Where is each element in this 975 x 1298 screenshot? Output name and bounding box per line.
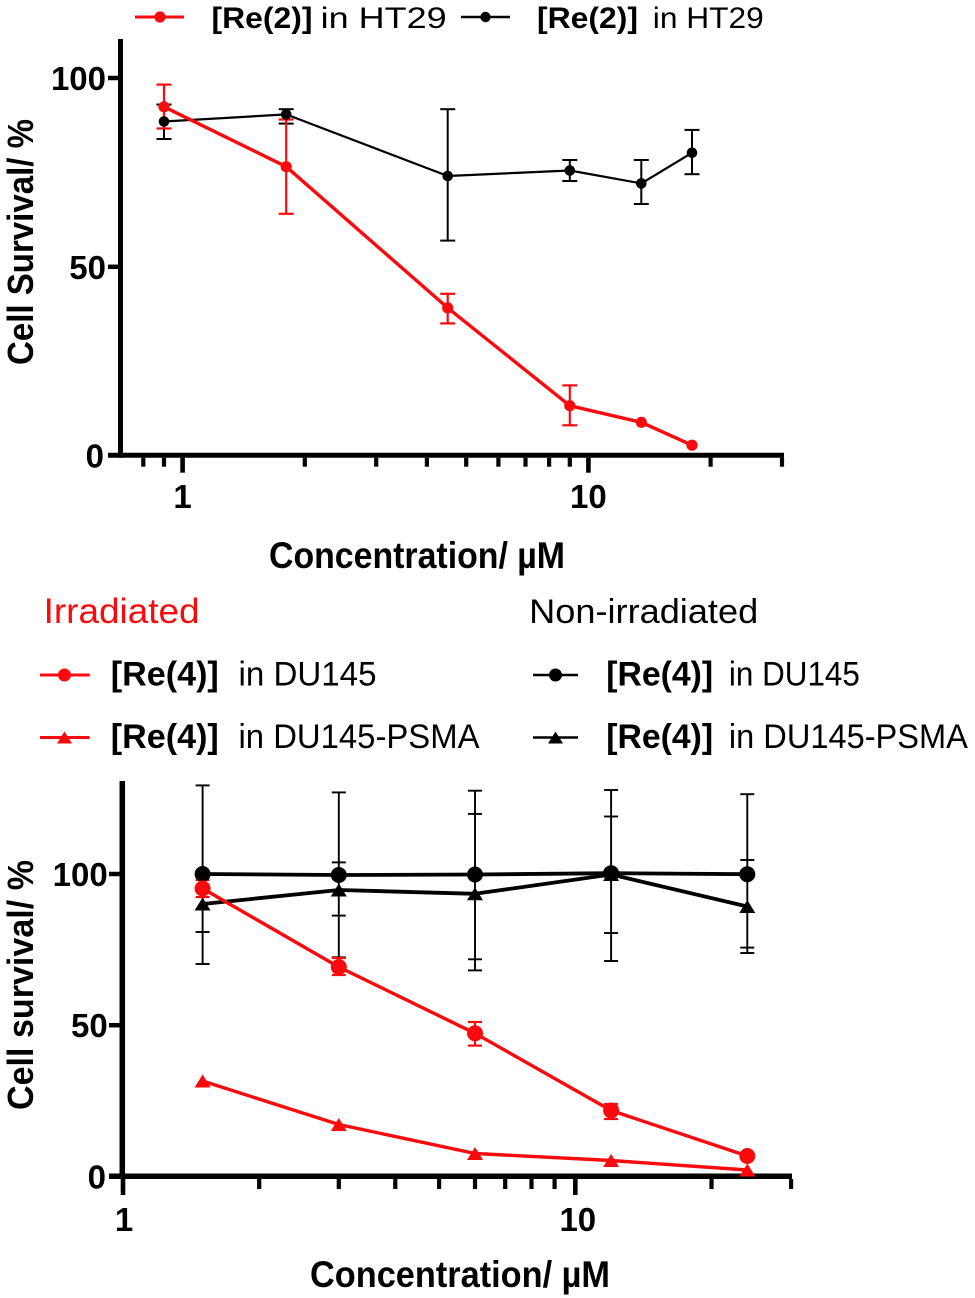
svg-text:Cell survival/ %: Cell survival/ % bbox=[0, 860, 41, 1110]
svg-text:50: 50 bbox=[69, 249, 106, 286]
svg-text:[Re(2)]: [Re(2)] bbox=[212, 2, 313, 35]
svg-text:Concentration/ µM: Concentration/ µM bbox=[269, 535, 565, 576]
svg-text:10: 10 bbox=[559, 1201, 596, 1238]
svg-text:[Re(4)]: [Re(4)] bbox=[111, 655, 219, 693]
svg-text:Irradiated: Irradiated bbox=[44, 592, 200, 631]
svg-text:100: 100 bbox=[53, 856, 108, 893]
svg-text:[Re(2)]: [Re(2)] bbox=[537, 2, 638, 35]
svg-text:1: 1 bbox=[115, 1201, 133, 1238]
svg-text:in DU145-PSMA: in DU145-PSMA bbox=[239, 718, 480, 756]
svg-text:1: 1 bbox=[173, 478, 191, 515]
svg-text:0: 0 bbox=[88, 1159, 106, 1196]
svg-text:50: 50 bbox=[71, 1007, 108, 1044]
svg-text:in DU145: in DU145 bbox=[729, 655, 860, 693]
svg-text:10: 10 bbox=[570, 478, 607, 515]
svg-text:in DU145-PSMA: in DU145-PSMA bbox=[729, 718, 968, 756]
svg-text:[Re(4)]: [Re(4)] bbox=[111, 718, 219, 756]
svg-text:in HT29: in HT29 bbox=[653, 2, 764, 35]
svg-text:0: 0 bbox=[86, 438, 104, 475]
svg-text:Cell Survival/ %: Cell Survival/ % bbox=[0, 119, 41, 365]
svg-text:in HT29: in HT29 bbox=[321, 2, 447, 35]
svg-text:[Re(4)]: [Re(4)] bbox=[606, 718, 713, 756]
svg-text:100: 100 bbox=[51, 60, 106, 97]
svg-text:Non-irradiated: Non-irradiated bbox=[529, 593, 758, 631]
svg-text:in DU145: in DU145 bbox=[239, 655, 377, 693]
svg-text:Concentration/ µM: Concentration/ µM bbox=[310, 1254, 610, 1295]
svg-text:[Re(4)]: [Re(4)] bbox=[606, 655, 713, 693]
